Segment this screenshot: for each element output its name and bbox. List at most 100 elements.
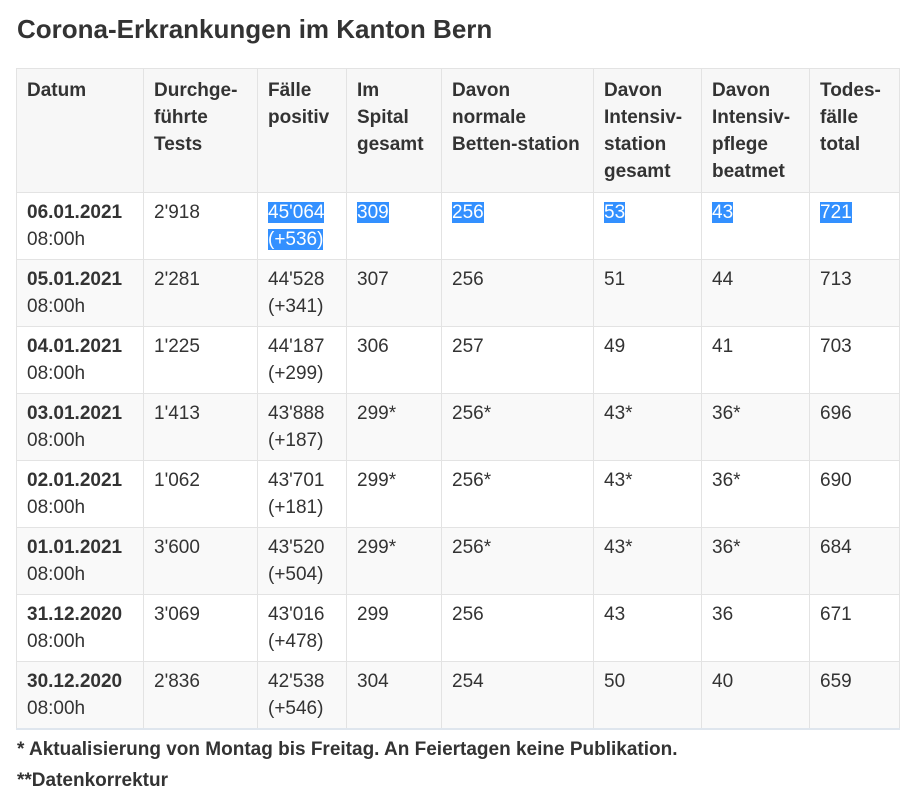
cell: 36* [701, 527, 810, 595]
value: 703 [820, 336, 852, 357]
value: 40 [712, 671, 734, 692]
cell: 2'281 [143, 259, 258, 327]
value: 307 [357, 269, 389, 290]
positive-change: (+187) [268, 430, 324, 451]
value: 51 [604, 269, 626, 290]
tests: 1'225 [154, 336, 200, 357]
page-title: Corona-Erkrankungen im Kanton Bern [17, 14, 493, 44]
value: 44 [712, 269, 734, 290]
column-header: Durchge-führte Tests [143, 68, 258, 193]
value: 41 [712, 336, 734, 357]
value: 299* [357, 403, 397, 424]
value: 36* [712, 403, 741, 424]
value: 36 [712, 604, 734, 625]
date-cell: 05.01.2021 08:00h [16, 259, 144, 327]
cell: 45'064 (+536) [257, 192, 347, 260]
date-cell: 06.01.2021 08:00h [16, 192, 144, 260]
cell: 44 [701, 259, 810, 327]
cell: 43'520 (+504) [257, 527, 347, 595]
positive: 44'528 [268, 269, 325, 290]
positive: 42'538 [268, 671, 325, 692]
cell: 43* [593, 527, 702, 595]
column-header: Davon Intensiv-pflege beatmet [701, 68, 810, 193]
table-row: 05.01.2021 08:00h 2'281 44'528 (+341) 307 256 5… [16, 259, 900, 327]
data-table: Datum Durchge-führte Tests Fälle positiv Im… [16, 68, 900, 730]
cell: 254 [441, 661, 594, 730]
positive-change: (+341) [268, 296, 324, 317]
value: 306 [357, 336, 389, 357]
positive-change: (+504) [268, 564, 324, 585]
cell: 36 [701, 594, 810, 662]
cell: 1'225 [143, 326, 258, 394]
table-row: 31.12.2020 08:00h 3'069 43'016 (+478) 299 256 4… [16, 594, 900, 662]
cell: 43'888 (+187) [257, 393, 347, 461]
column-header: Fälle positiv [257, 68, 347, 193]
cell: 3'600 [143, 527, 258, 595]
cell: 307 [346, 259, 442, 327]
table-row: 30.12.2020 08:00h 2'836 42'538 (+546) 304 254 5… [16, 661, 900, 730]
cell: 696 [809, 393, 900, 461]
positive-change: (+536) [268, 229, 324, 250]
value: 43* [604, 403, 633, 424]
value: 256 [452, 269, 484, 290]
value: 49 [604, 336, 626, 357]
value: 299* [357, 537, 397, 558]
column-header: Todes-fälle total [809, 68, 900, 193]
value: 257 [452, 336, 484, 357]
positive: 43'701 [268, 470, 325, 491]
tests: 1'413 [154, 403, 200, 424]
cell: 304 [346, 661, 442, 730]
column-header: Im Spital gesamt [346, 68, 442, 193]
tests: 3'600 [154, 537, 200, 558]
time: 08:00h [27, 497, 86, 518]
cell: 299* [346, 527, 442, 595]
date-cell: 04.01.2021 08:00h [16, 326, 144, 394]
value: 53 [604, 202, 626, 223]
cell: 257 [441, 326, 594, 394]
date-cell: 01.01.2021 08:00h [16, 527, 144, 595]
cell: 2'836 [143, 661, 258, 730]
value: 43 [712, 202, 734, 223]
cell: 309 [346, 192, 442, 260]
footnote: * Aktualisierung von Montag bis Freitag.… [17, 739, 678, 760]
cell: 1'413 [143, 393, 258, 461]
table-row: 01.01.2021 08:00h 3'600 43'520 (+504) 299* 256… [16, 527, 900, 595]
cell: 690 [809, 460, 900, 528]
cell: 43 [701, 192, 810, 260]
time: 08:00h [27, 229, 86, 250]
value: 696 [820, 403, 852, 424]
date: 04.01.2021 [27, 336, 123, 357]
time: 08:00h [27, 363, 86, 384]
cell: 299 [346, 594, 442, 662]
cell: 51 [593, 259, 702, 327]
cell: 49 [593, 326, 702, 394]
value: 256* [452, 470, 492, 491]
tests: 2'281 [154, 269, 200, 290]
value: 299* [357, 470, 397, 491]
cell: 50 [593, 661, 702, 730]
cell: 659 [809, 661, 900, 730]
positive: 43'016 [268, 604, 325, 625]
cell: 43* [593, 393, 702, 461]
date: 06.01.2021 [27, 202, 123, 223]
value: 36* [712, 470, 741, 491]
time: 08:00h [27, 698, 86, 719]
time: 08:00h [27, 430, 86, 451]
date-cell: 02.01.2021 08:00h [16, 460, 144, 528]
cell: 299* [346, 460, 442, 528]
value: 254 [452, 671, 484, 692]
tests: 2'918 [154, 202, 200, 223]
value: 256* [452, 403, 492, 424]
column-header: Davon normale Betten-station [441, 68, 594, 193]
positive: 44'187 [268, 336, 325, 357]
cell: 713 [809, 259, 900, 327]
date: 02.01.2021 [27, 470, 123, 491]
cell: 43'701 (+181) [257, 460, 347, 528]
cell: 721 [809, 192, 900, 260]
value: 43 [604, 604, 626, 625]
table-row: 06.01.2021 08:00h 2'918 45'064 (+536) 309 256 5… [16, 192, 900, 260]
date-cell: 03.01.2021 08:00h [16, 393, 144, 461]
cell: 36* [701, 460, 810, 528]
cell: 684 [809, 527, 900, 595]
